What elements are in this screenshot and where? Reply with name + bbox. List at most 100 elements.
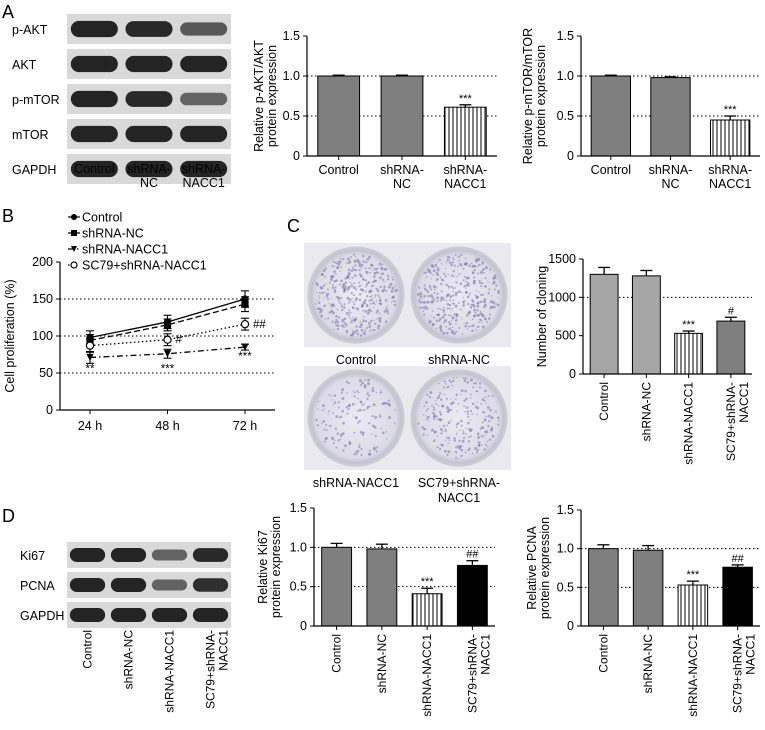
- colony: [459, 429, 461, 431]
- colony: [430, 263, 434, 267]
- colony: [372, 403, 376, 407]
- colony: [368, 452, 372, 456]
- colony: [355, 288, 358, 291]
- colony: [342, 321, 345, 323]
- colony: [461, 439, 465, 443]
- y-axis-label: Relative p-mTOR/mTORprotein expression: [521, 28, 548, 164]
- colony: [456, 275, 459, 278]
- colony: [433, 418, 435, 421]
- colony: [490, 295, 493, 297]
- colony: [355, 452, 358, 455]
- colony: [367, 281, 371, 284]
- colony: [464, 397, 468, 401]
- colony: [353, 453, 356, 456]
- colony: [358, 420, 361, 423]
- colony: [370, 319, 373, 323]
- colony: [488, 268, 492, 271]
- colony: [471, 318, 474, 321]
- colony: [447, 436, 451, 440]
- blot-band: [151, 549, 188, 561]
- colony: [427, 291, 430, 294]
- colony: [373, 425, 377, 429]
- colony: [454, 293, 457, 295]
- colony: [418, 292, 421, 295]
- colony: [360, 454, 363, 457]
- colony: [361, 433, 365, 436]
- colony: [320, 314, 323, 318]
- y-axis-label: Number of cloning: [535, 266, 549, 367]
- colony: [464, 411, 466, 413]
- colony: [337, 406, 340, 409]
- colony: [465, 287, 468, 289]
- colony: [461, 291, 463, 294]
- colony: [473, 310, 475, 312]
- x-tick-label: shRNA-NC: [649, 163, 693, 191]
- colony: [443, 298, 446, 301]
- colony: [348, 313, 351, 315]
- colony: [493, 288, 496, 291]
- colony: [394, 290, 397, 293]
- x-tick-label: Control: [319, 163, 359, 177]
- colony: [422, 301, 426, 304]
- blot-band: [125, 91, 173, 107]
- colony: [370, 267, 372, 269]
- colony: [436, 278, 439, 281]
- colony: [366, 258, 369, 261]
- legend-label: shRNA-NC: [82, 227, 144, 241]
- colony: [436, 418, 439, 421]
- colony: [335, 315, 338, 318]
- colony: [363, 403, 366, 405]
- colony: [370, 329, 372, 331]
- colony: [475, 329, 477, 331]
- colony: [452, 287, 455, 290]
- bar: [590, 75, 632, 157]
- colony: [445, 267, 447, 270]
- x-tick-label: Control: [597, 382, 611, 421]
- colony: [392, 300, 394, 302]
- colony: [351, 316, 354, 319]
- blot-band: [180, 125, 228, 143]
- colony: [443, 321, 445, 324]
- colony: [334, 439, 336, 441]
- colony: [365, 261, 368, 264]
- colony: [437, 313, 440, 317]
- colony: [486, 440, 489, 443]
- colony: [482, 261, 484, 263]
- colony: [472, 386, 475, 389]
- colony: [435, 313, 438, 316]
- colony: [483, 418, 487, 422]
- colony: [387, 285, 391, 289]
- colony: [497, 297, 499, 299]
- colony: [352, 268, 355, 272]
- colony: [475, 312, 477, 314]
- colony: [478, 321, 480, 324]
- colony: [369, 302, 372, 305]
- colony: [447, 450, 451, 454]
- colony: [467, 325, 470, 328]
- y-tick-label: 100: [32, 329, 53, 343]
- colony: [435, 431, 438, 433]
- colony: [344, 281, 348, 284]
- colony: [446, 424, 448, 427]
- colony: [440, 432, 443, 435]
- colony: [340, 324, 344, 328]
- colony: [375, 300, 378, 302]
- colony: [355, 307, 358, 310]
- y-tick-label: 500: [555, 329, 576, 343]
- colony: [458, 439, 461, 443]
- colony: [432, 285, 436, 289]
- colony: [491, 416, 494, 419]
- colony: [479, 386, 481, 389]
- colony: [394, 285, 397, 287]
- blot-band: [110, 547, 147, 563]
- colony: [451, 261, 454, 264]
- colony: [445, 300, 448, 302]
- colony: [439, 327, 442, 330]
- colony: [468, 293, 471, 296]
- colony: [362, 409, 366, 412]
- colony: [480, 285, 483, 288]
- colony: [462, 279, 465, 282]
- colony: [384, 402, 388, 406]
- colony: [357, 286, 359, 288]
- colony: [487, 424, 490, 428]
